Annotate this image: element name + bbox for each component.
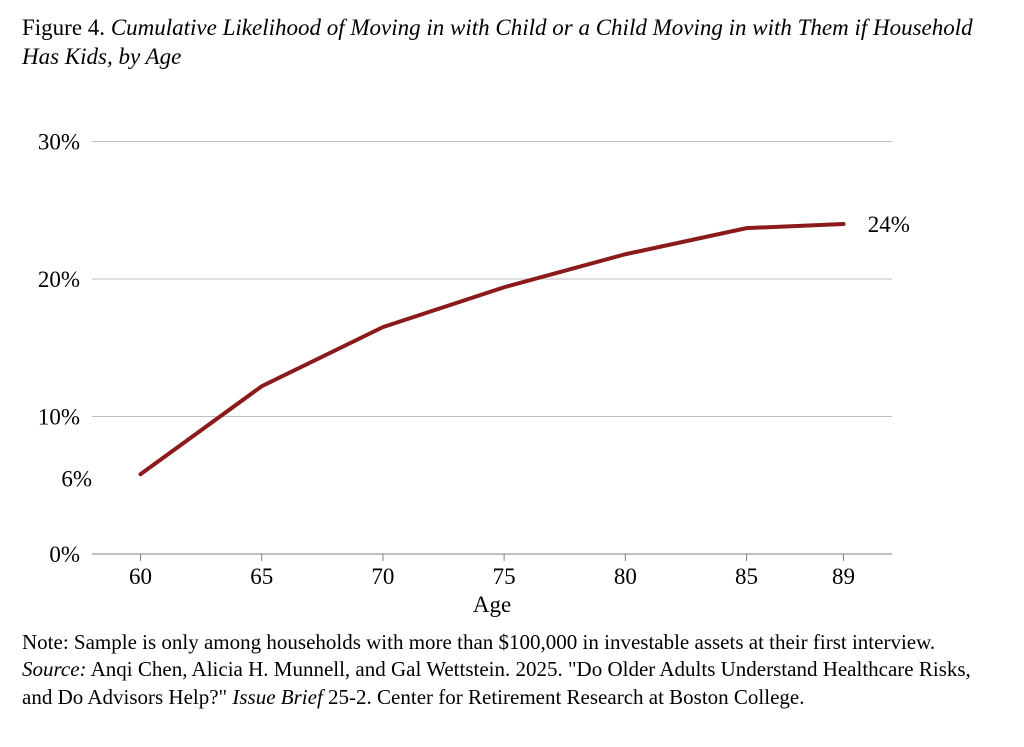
figure-label: Figure 4. (22, 15, 105, 40)
figure-desc: Cumulative Likelihood of Moving in with … (22, 15, 973, 69)
x-tick-label: 65 (250, 564, 273, 589)
y-tick-label: 30% (38, 129, 80, 154)
x-tick-label: 85 (735, 564, 758, 589)
y-tick-label: 0% (49, 542, 80, 567)
y-tick-label: 10% (38, 404, 80, 429)
issue-brief: Issue Brief (232, 685, 322, 709)
data-label: 6% (61, 466, 92, 491)
x-tick-label: 80 (614, 564, 637, 589)
figure-title: Figure 4. Cumulative Likelihood of Movin… (22, 14, 1002, 72)
x-tick-label: 75 (493, 564, 516, 589)
x-tick-label: 60 (129, 564, 152, 589)
figure-note: Note: Sample is only among households wi… (22, 629, 1002, 712)
line-chart: 60 65 70 75 80 85 89 0% 10% 20% 30% Age 6% 24% (22, 84, 952, 619)
y-tick-label: 20% (38, 267, 80, 292)
chart-bg (22, 84, 952, 619)
x-tick-label: 89 (832, 564, 855, 589)
source-label: Source: (22, 657, 87, 681)
x-tick-label: 70 (371, 564, 394, 589)
source-text-b: 25-2. Center for Retirement Research at … (323, 685, 805, 709)
x-axis-label: Age (473, 592, 511, 617)
data-label: 24% (868, 212, 910, 237)
note-text: Note: Sample is only among households wi… (22, 630, 935, 654)
